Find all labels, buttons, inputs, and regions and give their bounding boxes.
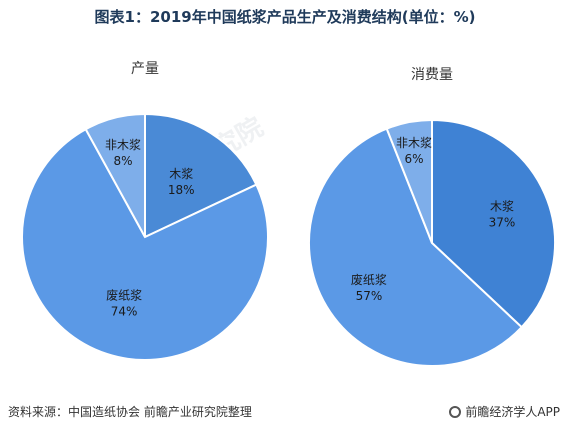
pie-2-slice-1-label: 木浆	[490, 199, 514, 214]
pie-1-slice-3-value: 8%	[113, 154, 132, 168]
source-note: 资料来源：中国造纸协会 前瞻产业研究院整理	[8, 405, 252, 419]
brand-text: 前瞻经济学人APP	[465, 405, 560, 419]
pie-1-slice-2-value: 74%	[111, 304, 138, 318]
pie-2-slice-2-label: 废纸浆	[351, 272, 387, 287]
pie-2-slice-1	[431, 118, 556, 329]
pie-2-title: 消费量	[411, 67, 453, 83]
pie-2-slice-1-value: 37%	[489, 216, 516, 230]
pie-1-slice-1-value: 18%	[168, 183, 195, 197]
pie-1-slice-1	[144, 112, 258, 239]
brand-logo-icon	[449, 405, 462, 418]
pie-1-slice-3-label: 非木浆	[105, 137, 141, 152]
pie-1-title: 产量	[131, 61, 159, 77]
pie-1-slice-3	[84, 112, 146, 238]
pie-2-slice-3-value: 6%	[404, 152, 423, 166]
pie-2-slice-2	[308, 127, 524, 367]
pie-2-slice-3-label: 非木浆	[396, 135, 432, 150]
chart-title: 图表1：2019年中国纸浆产品生产及消费结构(单位：%)	[94, 8, 476, 26]
pie-1-slice-1-label: 木浆	[169, 166, 193, 181]
pie-2-slice-3	[385, 118, 433, 244]
pie-1-slice-2	[21, 127, 269, 361]
pie-1-slice-2-label: 废纸浆	[106, 287, 142, 302]
brand: 前瞻经济学人APP	[449, 403, 560, 420]
pie-2-slice-2-value: 57%	[356, 289, 383, 303]
